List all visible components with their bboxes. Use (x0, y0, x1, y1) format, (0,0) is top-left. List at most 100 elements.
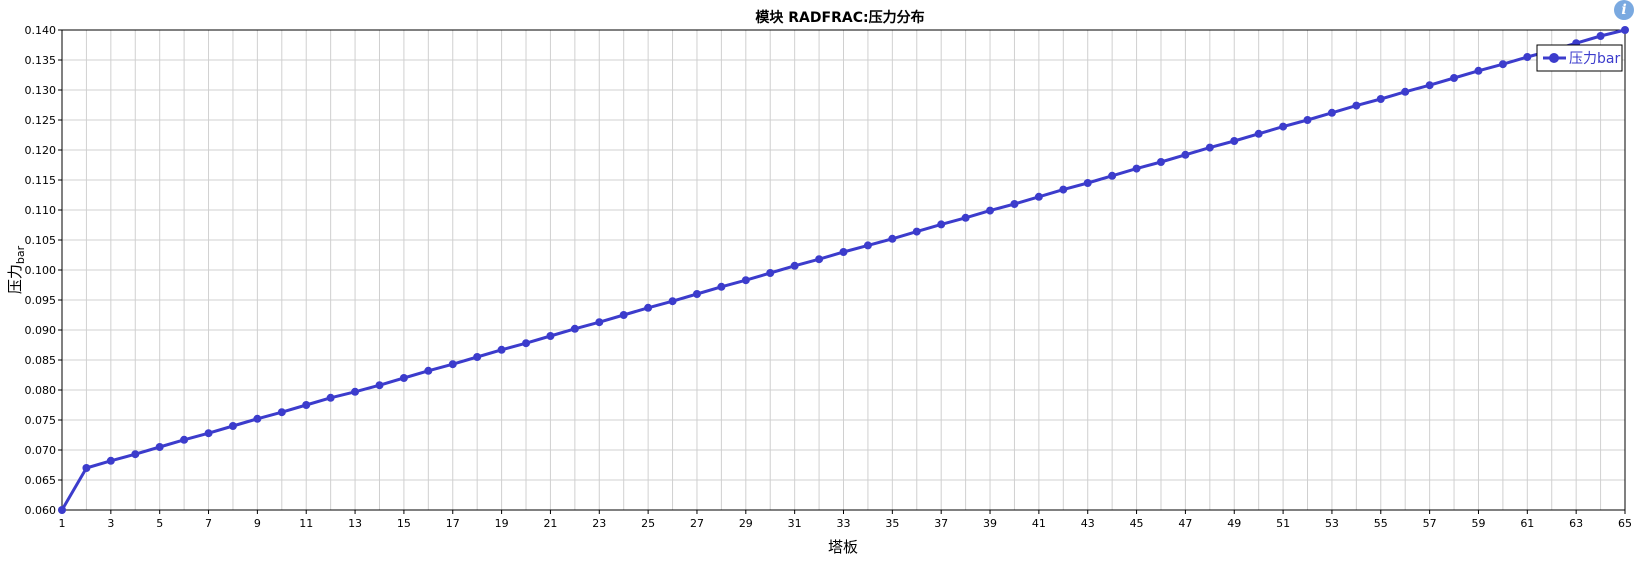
y-tick-label: 0.105 (25, 234, 57, 247)
data-point[interactable] (668, 297, 677, 306)
data-point[interactable] (766, 269, 775, 277)
info-icon[interactable]: i (1614, 0, 1634, 20)
x-tick-label: 51 (1276, 517, 1290, 530)
x-tick-label: 5 (156, 517, 163, 530)
data-point[interactable] (1327, 108, 1336, 117)
x-axis-label: 塔板 (828, 538, 858, 556)
data-point[interactable] (1083, 179, 1092, 187)
series-layer (58, 26, 1629, 514)
x-tick-label: 29 (739, 517, 753, 530)
y-tick-label: 0.060 (25, 504, 57, 517)
x-tick-label: 23 (592, 517, 606, 530)
x-tick-label: 61 (1520, 517, 1534, 530)
data-point[interactable] (1181, 150, 1190, 159)
data-point[interactable] (1254, 129, 1263, 138)
legend-swatch-marker (1549, 53, 1559, 63)
data-point[interactable] (888, 234, 897, 243)
x-tick-label: 55 (1374, 517, 1388, 530)
x-tick-label: 41 (1032, 517, 1046, 530)
data-point[interactable] (1450, 74, 1459, 82)
data-point[interactable] (1010, 200, 1019, 208)
data-point[interactable] (986, 206, 995, 215)
y-axis-label-unit: bar (14, 245, 27, 264)
data-point[interactable] (717, 282, 726, 291)
x-tick-label: 45 (1130, 517, 1144, 530)
data-point[interactable] (1621, 26, 1629, 34)
data-point[interactable] (839, 248, 848, 256)
data-point[interactable] (448, 360, 457, 369)
x-axis-ticks: 1 3 5 7 9 11 13 15 17 19 21 23 25 27 29 31 33 35 37 39 41 43 4… (59, 510, 1632, 530)
data-point[interactable] (302, 401, 311, 409)
x-tick-label: 27 (690, 517, 704, 530)
data-point[interactable] (1059, 185, 1068, 194)
data-point[interactable] (1156, 158, 1165, 166)
data-point[interactable] (1230, 137, 1239, 145)
x-tick-label: 31 (788, 517, 802, 530)
data-point[interactable] (692, 290, 701, 298)
x-tick-label: 49 (1227, 517, 1241, 530)
data-point[interactable] (1596, 32, 1605, 40)
data-point[interactable] (106, 456, 115, 465)
data-point[interactable] (1523, 53, 1532, 61)
data-point[interactable] (1498, 60, 1507, 69)
data-point[interactable] (570, 324, 579, 333)
data-point[interactable] (497, 345, 506, 354)
data-point[interactable] (204, 429, 213, 438)
data-point[interactable] (1279, 122, 1288, 131)
data-point[interactable] (473, 353, 482, 361)
data-point[interactable] (912, 227, 921, 236)
data-point[interactable] (1352, 101, 1361, 110)
data-point[interactable] (815, 255, 824, 264)
x-tick-label: 7 (205, 517, 212, 530)
data-point[interactable] (1425, 81, 1434, 90)
data-point[interactable] (961, 213, 970, 222)
x-tick-label: 33 (837, 517, 851, 530)
data-point[interactable] (180, 435, 189, 444)
data-point[interactable] (863, 241, 872, 250)
x-tick-label: 1 (59, 517, 66, 530)
y-tick-label: 0.115 (25, 174, 57, 187)
x-tick-label: 39 (983, 517, 997, 530)
data-point[interactable] (1303, 116, 1312, 124)
data-point[interactable] (253, 414, 262, 423)
data-point[interactable] (1034, 192, 1043, 201)
y-tick-label: 0.120 (25, 144, 57, 157)
y-axis-label-main: 压力 (6, 264, 24, 294)
data-point[interactable] (546, 332, 555, 340)
x-tick-label: 21 (543, 517, 557, 530)
legend[interactable]: 压力bar (1536, 44, 1623, 72)
data-point[interactable] (155, 443, 164, 451)
y-tick-label: 0.110 (25, 204, 57, 217)
data-point[interactable] (58, 506, 66, 514)
data-point[interactable] (522, 339, 531, 348)
data-point[interactable] (937, 220, 946, 229)
y-tick-label: 0.085 (25, 354, 57, 367)
data-point[interactable] (1401, 87, 1410, 96)
x-tick-label: 59 (1471, 517, 1485, 530)
x-tick-label: 15 (397, 517, 411, 530)
data-point[interactable] (228, 422, 237, 430)
x-tick-label: 17 (446, 517, 460, 530)
data-point[interactable] (1474, 66, 1483, 75)
data-point[interactable] (1132, 164, 1141, 173)
x-tick-label: 19 (495, 517, 509, 530)
legend-label: 压力bar (1569, 51, 1620, 67)
data-point[interactable] (82, 464, 91, 472)
data-point[interactable] (351, 387, 360, 396)
data-point[interactable] (424, 366, 433, 375)
chart-title: 模块 RADFRAC:压力分布 (755, 9, 924, 26)
data-point[interactable] (595, 318, 604, 327)
data-point[interactable] (399, 374, 408, 382)
data-point[interactable] (644, 303, 653, 312)
data-point[interactable] (1108, 171, 1117, 180)
data-point[interactable] (741, 276, 750, 285)
data-point[interactable] (1205, 143, 1214, 152)
data-point[interactable] (1376, 95, 1385, 103)
data-point[interactable] (619, 311, 628, 319)
data-point[interactable] (326, 393, 335, 402)
data-point[interactable] (131, 450, 140, 459)
data-point[interactable] (790, 261, 799, 270)
data-point[interactable] (375, 381, 384, 390)
data-point[interactable] (277, 408, 286, 417)
